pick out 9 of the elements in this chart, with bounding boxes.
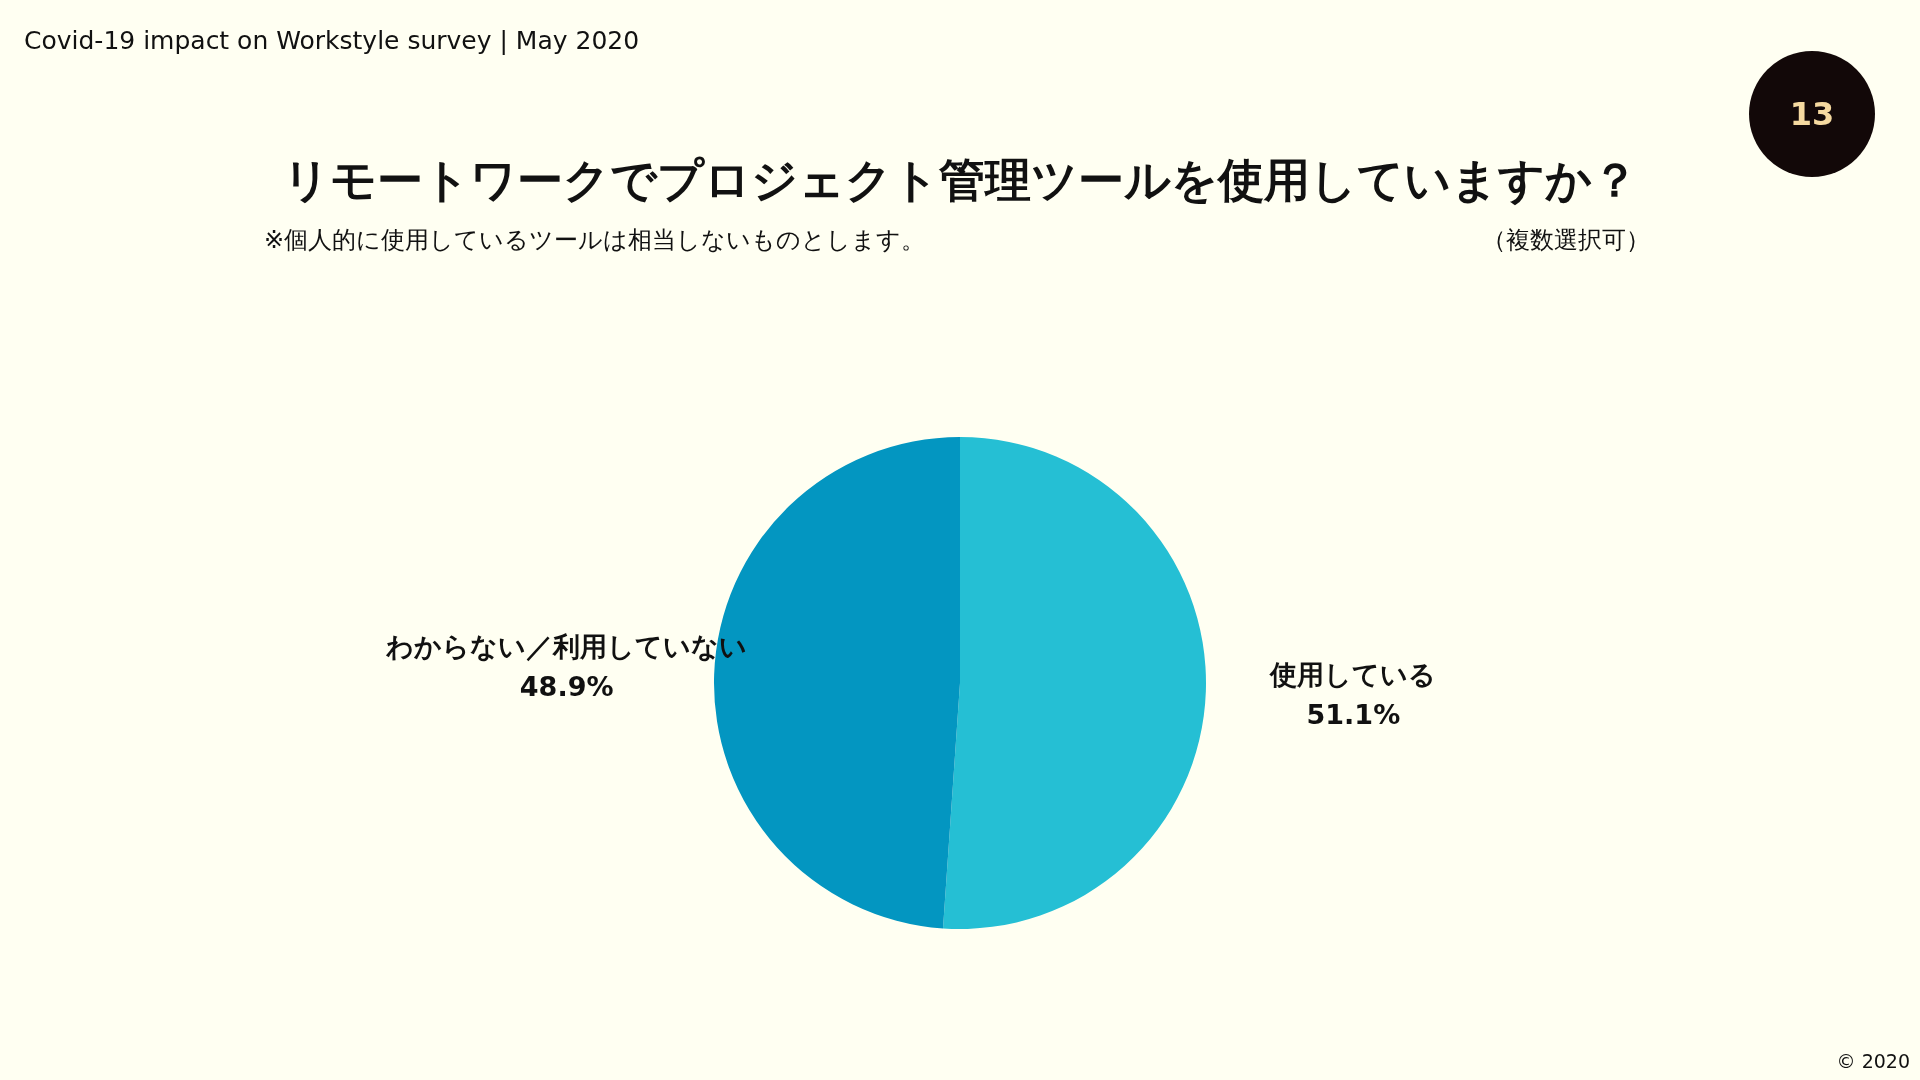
- slice-label: わからない／利用していない: [385, 631, 748, 663]
- text: （複数選択可）: [1482, 225, 1650, 256]
- chart-title: リモートワークでプロジェクト管理ツールを使用していますか？: [281, 152, 1639, 209]
- slice-label: 使用している: [1269, 658, 1437, 690]
- text: © 2020: [1836, 1050, 1910, 1072]
- data-label: 51.1%: [1306, 698, 1401, 730]
- data-label: 48.9%: [519, 671, 614, 703]
- chart-subtitle: ※個人的に使用しているツールは相当しないものとします。: [264, 225, 926, 256]
- text: Covid-19 impact on Workstyle survey | May 2020: [24, 26, 640, 55]
